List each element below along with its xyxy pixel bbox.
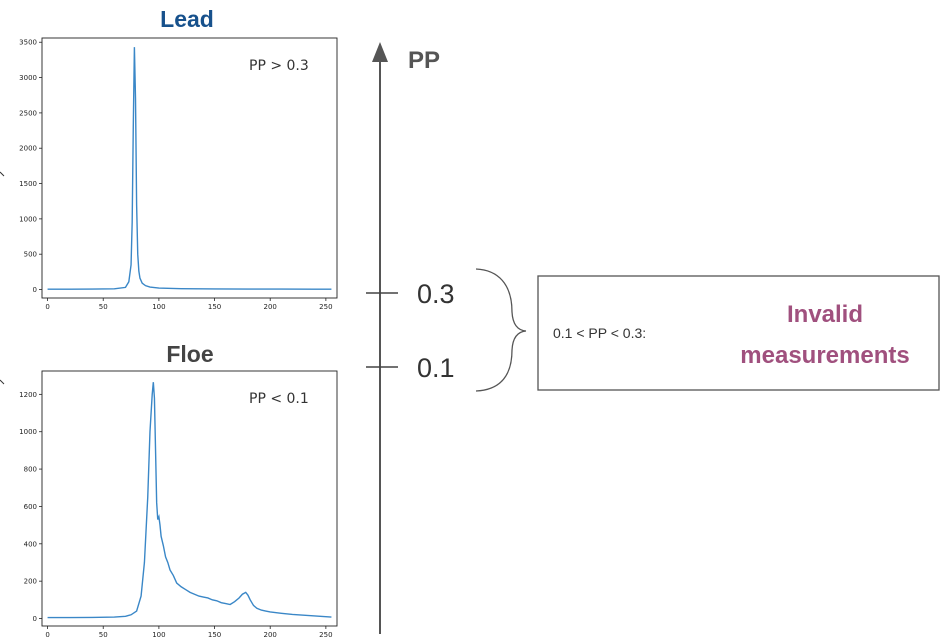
pp-axis-label: PP	[408, 47, 440, 74]
lead-series-line	[47, 47, 332, 290]
floe-title: Floe	[166, 341, 213, 367]
floe-panel: Floe 0 200 400 600 800 1000 1200 0 50 100 150 200 2…	[0, 341, 338, 639]
floe-y-tick-label: 800	[24, 466, 37, 474]
callout-invalid-line1: Invalid	[787, 301, 863, 328]
lead-y-tick-label: 2000	[19, 145, 37, 153]
floe-x-ticks: 0 50 100 150 200 250	[45, 626, 333, 639]
floe-y-tick-label: 200	[24, 578, 37, 586]
lead-panel: Lead 0 500 1000 1500 2000 2500 3000 3500 0 50 100…	[0, 6, 338, 311]
lead-plot-frame	[41, 37, 338, 299]
floe-y-tick-label: 1000	[19, 428, 37, 436]
floe-x-tick-label: 250	[319, 631, 332, 639]
pp-tick-high-label: 0.3	[417, 279, 455, 309]
floe-y-ticks: 0 200 400 600 800 1000 1200	[19, 391, 42, 623]
lead-x-tick-label: 100	[152, 303, 165, 311]
floe-series-line	[47, 382, 332, 619]
floe-x-tick-label: 0	[45, 631, 49, 639]
lead-y-tick-label: 0	[33, 286, 37, 294]
lead-x-ticks: 0 50 100 150 200 250	[45, 298, 333, 311]
floe-x-tick-label: 100	[152, 631, 165, 639]
pp-tick-low-label: 0.1	[417, 353, 455, 383]
lead-title: Lead	[160, 6, 214, 32]
lead-y-tick-label: 2500	[19, 109, 37, 117]
callout-invalid-line2: measurements	[740, 342, 909, 369]
invalid-callout: 0.1 < PP < 0.3: Invalid measurements	[537, 275, 940, 391]
lead-x-tick-label: 150	[208, 303, 221, 311]
pp-scale: PP 0.3 0.1	[366, 42, 527, 634]
lead-x-tick-label: 250	[319, 303, 332, 311]
lead-x-tick-label: 200	[264, 303, 277, 311]
edge-mark	[0, 171, 5, 177]
floe-plot-frame	[41, 370, 338, 627]
floe-y-tick-label: 1200	[19, 391, 37, 399]
lead-y-tick-label: 3000	[19, 74, 37, 82]
floe-y-tick-label: 600	[24, 503, 37, 511]
floe-x-tick-label: 150	[208, 631, 221, 639]
arrow-up-icon	[372, 42, 388, 62]
lead-y-tick-label: 1000	[19, 215, 37, 223]
floe-x-tick-label: 200	[264, 631, 277, 639]
edge-mark-2	[0, 379, 5, 385]
lead-y-ticks: 0 500 1000 1500 2000 2500 3000 3500	[19, 39, 42, 294]
lead-x-tick-label: 0	[45, 303, 49, 311]
lead-x-tick-label: 50	[99, 303, 108, 311]
floe-y-tick-label: 0	[33, 615, 37, 623]
callout-box	[537, 275, 940, 391]
lead-annotation: PP > 0.3	[249, 58, 309, 74]
callout-range-text: 0.1 < PP < 0.3:	[553, 325, 646, 341]
lead-y-tick-label: 1500	[19, 180, 37, 188]
floe-y-tick-label: 400	[24, 540, 37, 548]
floe-annotation: PP < 0.1	[249, 391, 309, 407]
curly-brace-icon	[475, 268, 527, 392]
lead-y-tick-label: 500	[24, 251, 37, 259]
floe-x-tick-label: 50	[99, 631, 108, 639]
lead-y-tick-label: 3500	[19, 39, 37, 47]
